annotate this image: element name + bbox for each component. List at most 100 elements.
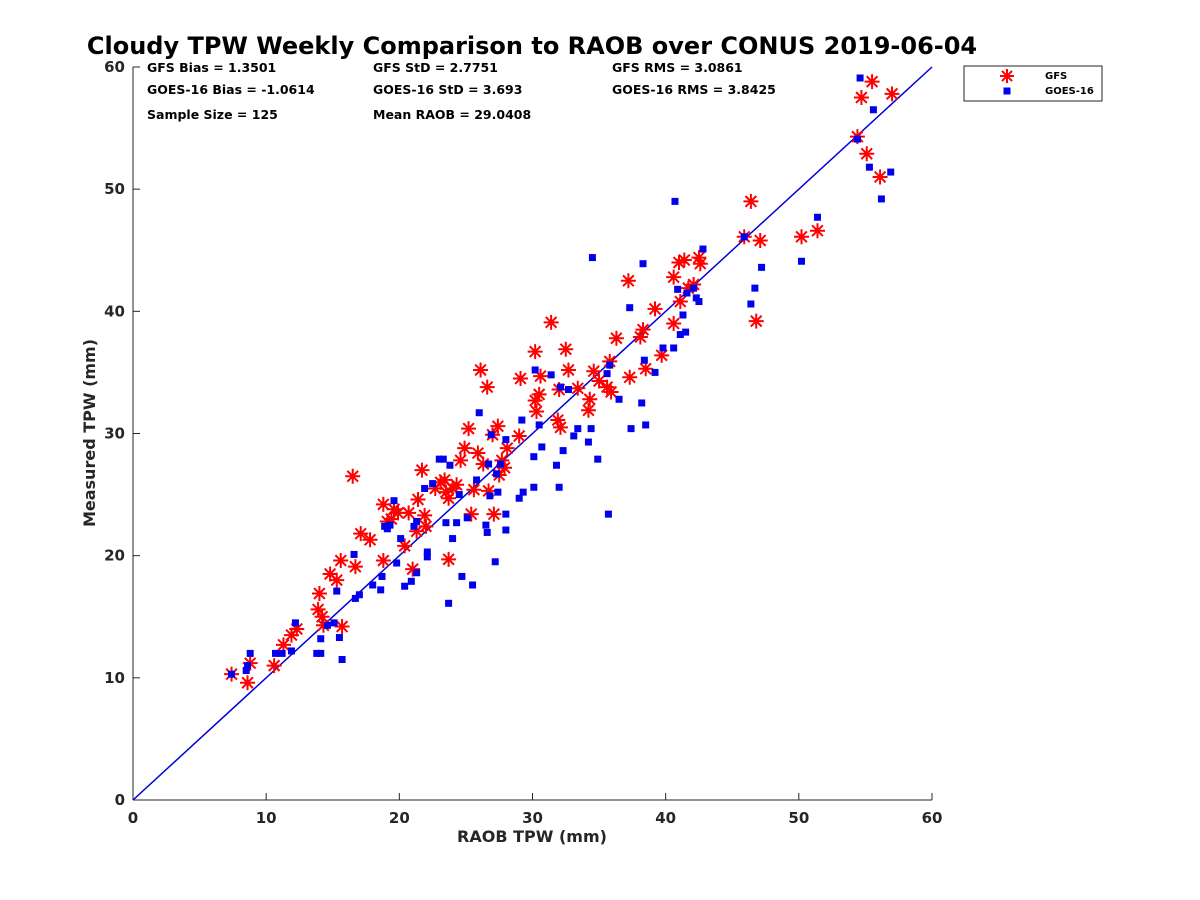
legend-label-gfs: GFS [1045, 71, 1067, 82]
gfs-point [310, 601, 326, 617]
y-tick-label: 30 [104, 425, 125, 443]
goes-16-point [244, 662, 252, 670]
gfs-point [410, 491, 426, 507]
gfs-point [622, 369, 638, 385]
goes-16-point [413, 517, 421, 525]
gfs-point [329, 572, 345, 588]
goes-16-point [439, 455, 447, 463]
goes-16-point [758, 263, 766, 271]
goes-16-point [559, 447, 567, 455]
x-tick-label: 60 [922, 809, 943, 827]
gfs-point [527, 393, 543, 409]
gfs-point [334, 619, 350, 635]
goes-16-point [449, 535, 457, 543]
gfs-point [638, 361, 654, 377]
gfs-point [602, 353, 618, 369]
goes-16-point [435, 455, 443, 463]
x-tick-label: 30 [522, 809, 543, 827]
goes-16-point [242, 667, 250, 675]
goes-16-point [670, 344, 678, 352]
goes-16-point [674, 285, 682, 293]
gfs-point [383, 511, 399, 527]
goes-16-point [679, 311, 687, 319]
gfs-point [647, 301, 663, 317]
gfs-point [560, 362, 576, 378]
goes-16-point [485, 460, 493, 468]
gfs-point [527, 344, 543, 360]
goes-16-point [877, 195, 885, 203]
goes-16-point [469, 581, 477, 589]
goes-16-point [317, 635, 325, 643]
goes-16-point [317, 649, 325, 657]
goes-16-point [531, 366, 539, 374]
gfs-point [676, 252, 692, 268]
y-tick-label: 10 [104, 669, 125, 687]
series-gfs [224, 74, 900, 691]
gfs-point [347, 559, 363, 575]
gfs-point [470, 445, 486, 461]
goes-16-point [410, 522, 418, 530]
goes-16-point [640, 356, 648, 364]
goes-16-point [538, 443, 546, 451]
goes-16-point [377, 586, 385, 594]
goes-16-point [278, 649, 286, 657]
gfs-point [437, 472, 453, 488]
goes-16-point [887, 168, 895, 176]
goes-16-point [584, 438, 592, 446]
goes-16-point [570, 432, 578, 440]
gfs-point [543, 314, 559, 330]
goes-16-point [355, 591, 363, 599]
goes-16-point [502, 436, 510, 444]
gfs-point [666, 269, 682, 285]
gfs-point [417, 507, 433, 523]
gfs-point [266, 658, 282, 674]
x-tick-label: 10 [256, 809, 277, 827]
goes-16-point [869, 106, 877, 114]
gfs-point [884, 86, 900, 102]
gfs-point [570, 380, 586, 396]
goes-16-point [604, 510, 612, 518]
gfs-point [686, 276, 702, 292]
legend-box [963, 65, 1103, 102]
goes-16-point [446, 461, 454, 469]
goes-16-point [515, 494, 523, 502]
gfs-point [475, 456, 491, 472]
gfs-point [752, 232, 768, 248]
goes-16-point [682, 328, 690, 336]
stat-label: GOES-16 Bias = -1.0614 [147, 82, 315, 97]
gfs-point [666, 316, 682, 332]
gfs-point [379, 513, 395, 529]
gfs-point [486, 506, 502, 522]
gfs-point [390, 505, 406, 521]
x-tick-label: 20 [389, 809, 410, 827]
goes-16-point [856, 74, 864, 82]
axis-ticks: 0 10 20 30 40 50 60 0 10 20 30 40 50 60 [104, 58, 942, 827]
stat-label: Mean RAOB = 29.0408 [373, 107, 531, 122]
goes-16-point [493, 470, 501, 478]
goes-16-point [535, 421, 543, 429]
gfs-point [466, 482, 482, 498]
goes-16-point [291, 619, 299, 627]
gfs-point [438, 484, 454, 500]
goes-16-point [482, 521, 490, 529]
goes-16-point [692, 294, 700, 302]
gfs-point [473, 362, 489, 378]
goes-16-point [556, 383, 564, 391]
goes-16-point [333, 587, 341, 595]
goes-16-point [487, 431, 495, 439]
gfs-point [375, 496, 391, 512]
goes-16-point [552, 461, 560, 469]
gfs-point [632, 329, 648, 345]
legend: GFS GOES-16 [963, 65, 1103, 102]
goes-16-point [651, 368, 659, 376]
y-axis-label: Measured TPW (mm) [80, 339, 99, 527]
gfs-point [315, 617, 331, 633]
y-tick-label: 40 [104, 302, 125, 320]
gfs-point [397, 538, 413, 554]
goes-16-point [574, 425, 582, 433]
reference-line-1to1 [132, 66, 933, 801]
goes-16-point [690, 284, 698, 292]
y-tick-label: 20 [104, 547, 125, 565]
gfs-point [283, 627, 299, 643]
gfs-point [580, 402, 596, 418]
